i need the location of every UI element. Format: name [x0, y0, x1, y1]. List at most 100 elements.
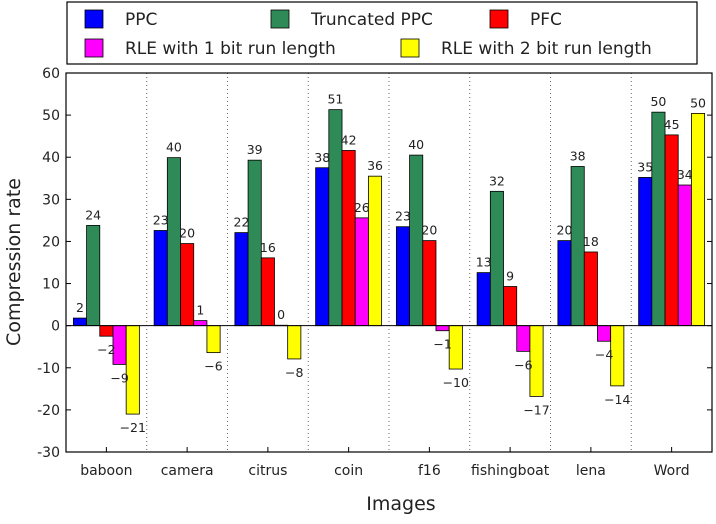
data-label: 50 [690, 95, 706, 110]
data-label: 20 [557, 223, 573, 238]
legend-box [66, 1, 698, 65]
bar [395, 226, 410, 327]
x-axis-label: Images [366, 493, 435, 515]
legend-label: RLE with 2 bit run length [441, 39, 652, 59]
plot-frame [65, 72, 713, 453]
data-label: 36 [367, 158, 383, 173]
bar [638, 177, 653, 327]
y-tick-label: 10 [42, 277, 60, 293]
y-tick-label: 50 [42, 108, 60, 124]
bar [409, 154, 424, 327]
bar [368, 175, 383, 327]
bar [72, 317, 87, 327]
y-tick-label: 30 [42, 192, 60, 208]
data-label: 13 [476, 255, 492, 270]
data-label: −8 [285, 365, 303, 380]
x-tick-label: fishingboat [471, 463, 550, 479]
data-label: −6 [204, 359, 222, 374]
legend-swatch [489, 9, 509, 29]
data-label: 42 [341, 132, 357, 147]
data-label: 39 [247, 142, 263, 157]
data-label: −10 [443, 375, 469, 390]
x-tick-label: lena [576, 463, 606, 479]
y-tick-label: -10 [37, 361, 60, 377]
legend-label: PPC [125, 10, 157, 30]
bar [664, 134, 679, 327]
data-label: 18 [583, 234, 599, 249]
legend-swatch [84, 38, 104, 58]
y-tick-label: 40 [42, 150, 60, 166]
bar [166, 157, 181, 327]
data-label: 16 [260, 240, 276, 255]
x-tick-label: camera [161, 463, 214, 479]
bar [435, 325, 450, 332]
bar [99, 325, 114, 337]
y-tick-label: 0 [51, 319, 60, 335]
data-label: 9 [506, 269, 514, 284]
bar [287, 325, 302, 360]
legend-label: RLE with 1 bit run length [125, 39, 336, 59]
data-label: −14 [604, 392, 630, 407]
bar [354, 217, 369, 327]
data-label: 23 [153, 212, 169, 227]
data-label: 2 [76, 300, 84, 315]
bar [193, 320, 208, 327]
data-label: 38 [314, 150, 330, 165]
x-tick-label: baboon [80, 463, 132, 479]
bar [234, 232, 249, 327]
data-label: 20 [179, 226, 195, 241]
data-label: 24 [85, 207, 101, 222]
data-label: −9 [110, 370, 128, 385]
legend-label: Truncated PPC [310, 10, 433, 30]
bar [583, 251, 598, 327]
data-label: −17 [523, 402, 549, 417]
y-tick-label: -30 [37, 445, 60, 461]
data-label: 45 [664, 117, 680, 132]
data-labels-layer: 2 23 22 38 23 13 20 35 24 40 39 51 40 32 38 50 −2 20 16 42 2… [76, 92, 706, 435]
bar [476, 272, 491, 327]
bar [651, 111, 666, 327]
data-label: 38 [570, 148, 586, 163]
data-label: −4 [595, 347, 613, 362]
data-label: 23 [395, 209, 411, 224]
data-label: 34 [677, 167, 693, 182]
data-label: 40 [408, 137, 424, 152]
legend-label: PFC [530, 10, 562, 30]
data-label: 32 [489, 173, 505, 188]
x-tick-label: Word [654, 463, 690, 479]
bar [691, 113, 706, 327]
bar [260, 257, 275, 327]
data-label: 0 [277, 307, 285, 322]
bar [206, 325, 221, 354]
data-label: 1 [196, 303, 204, 318]
y-tick-label: -20 [37, 403, 60, 419]
data-label: 40 [166, 140, 182, 155]
data-label: 50 [650, 94, 666, 109]
legend-swatch [400, 38, 420, 58]
legend-swatch [270, 9, 290, 29]
bar [597, 325, 612, 342]
bar [341, 150, 356, 327]
legend: PPC Truncated PPC PFC RLE with 1 bit run le… [66, 1, 698, 65]
data-label: 22 [234, 215, 250, 230]
bar [677, 184, 692, 327]
x-tick-label: citrus [248, 463, 287, 479]
x-tick-label: f16 [418, 463, 441, 479]
data-label: 35 [637, 159, 653, 174]
bars-layer [72, 109, 706, 415]
data-label: −2 [97, 342, 115, 357]
data-label: −1 [433, 337, 451, 352]
bar [315, 167, 330, 327]
y-tick-label: 60 [42, 66, 60, 82]
bar [86, 225, 101, 327]
data-label: −21 [120, 420, 146, 435]
bar [422, 240, 437, 327]
legend-swatch [84, 9, 104, 29]
x-tick-label: coin [334, 463, 363, 479]
y-axis-label: Compression rate [3, 178, 25, 346]
bar [503, 286, 518, 327]
bar [180, 243, 195, 327]
bar [153, 230, 168, 327]
data-label: 26 [354, 200, 370, 215]
